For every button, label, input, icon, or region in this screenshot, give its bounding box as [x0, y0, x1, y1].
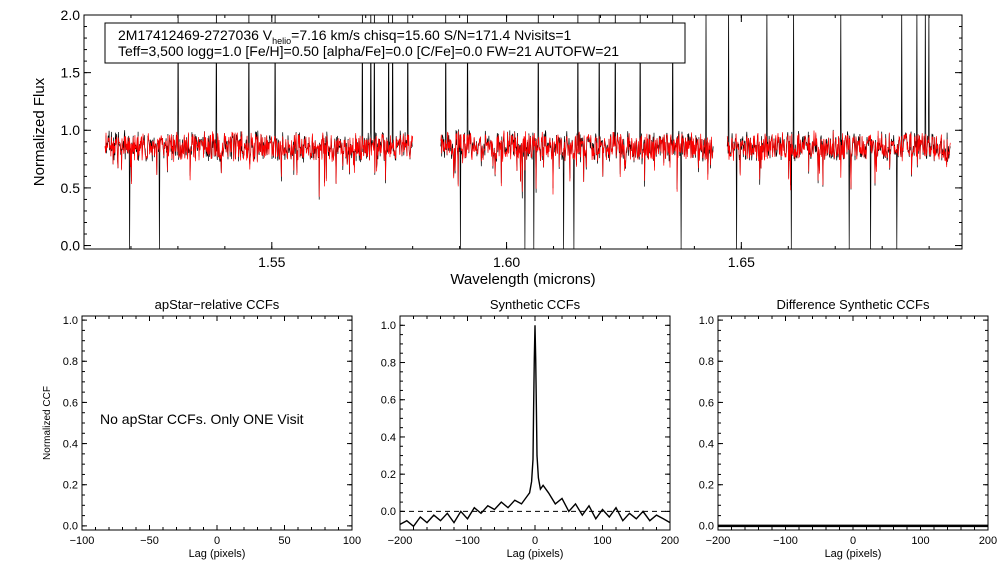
- y-tick-label: 0.8: [381, 357, 396, 369]
- x-tick-label: 100: [343, 535, 361, 547]
- spectrum-panel: 1.55 1.60 1.65 0.0 0.5 1.0 1.5 2.0 Wavelength (m…: [31, 7, 963, 288]
- y-tick-label: 0.5: [61, 180, 81, 196]
- y-tick-label: 0.8: [699, 356, 714, 368]
- x-tick-label: −200: [706, 535, 731, 547]
- y-axis-label: Normalized Flux: [31, 77, 48, 186]
- x-axis-label: Lag (pixels): [825, 548, 882, 560]
- difference-ccf-frame: [717, 315, 989, 531]
- x-axis-label: Lag (pixels): [189, 548, 246, 560]
- y-tick-label: 0.0: [61, 237, 81, 253]
- synthetic-ccf-panel: −200 −100 0 100 200 0.0 0.2 0.4 0.6 0.8 1.0 Lag (pi…: [381, 297, 679, 560]
- x-tick-label: −200: [388, 535, 413, 547]
- y-tick-label: 1.0: [61, 122, 81, 138]
- x-tick-label: 1.65: [728, 254, 755, 270]
- x-tick-label: 1.55: [258, 254, 285, 270]
- synthetic-ccf-line: [399, 325, 671, 528]
- y-tick-label: 1.0: [699, 315, 714, 327]
- x-tick-label: 200: [661, 535, 679, 547]
- y-tick-label: 0.6: [63, 397, 78, 409]
- y-tick-label: 0.2: [381, 469, 396, 481]
- y-tick-label: 0.2: [63, 480, 78, 492]
- apstar-ccf-panel: −100 −50 0 50 100 0.0 0.2 0.4 0.6 0.8 1.0 Lag (pixe…: [42, 297, 361, 560]
- y-tick-label: 0.0: [381, 506, 396, 518]
- y-tick-label: 0.4: [63, 438, 78, 450]
- y-tick-label: 0.8: [63, 356, 78, 368]
- panel-title: Synthetic CCFs: [490, 297, 581, 312]
- y-tick-label: 0.0: [699, 521, 714, 533]
- panel-title: Difference Synthetic CCFs: [777, 297, 930, 312]
- x-tick-label: 0: [850, 535, 856, 547]
- x-tick-label: −100: [70, 535, 95, 547]
- difference-ccf-panel: −200 −100 0 100 200 0.0 0.2 0.4 0.6 0.8 1.0 Lag (pi…: [699, 297, 997, 560]
- x-axis-label: Wavelength (microns): [450, 271, 595, 288]
- velocity-and-stats: =7.16 km/s chisq=15.60 S/N=171.4 Nvisits…: [291, 27, 571, 43]
- y-tick-label: 1.0: [63, 315, 78, 327]
- star-id-and-velocity-label: 2M17412469-2727036 V: [118, 27, 273, 43]
- x-tick-label: −100: [455, 535, 480, 547]
- x-tick-label: −50: [140, 535, 159, 547]
- y-tick-label: 2.0: [61, 7, 81, 23]
- x-tick-label: 0: [532, 535, 538, 547]
- x-tick-label: 100: [593, 535, 611, 547]
- y-tick-label: 1.5: [61, 65, 81, 81]
- x-tick-label: 50: [278, 535, 290, 547]
- x-tick-label: 200: [979, 535, 997, 547]
- x-tick-label: −100: [773, 535, 798, 547]
- y-tick-label: 0.4: [381, 432, 396, 444]
- x-tick-label: 100: [911, 535, 929, 547]
- velocity-subscript: helio: [272, 36, 291, 46]
- y-tick-label: 1.0: [381, 320, 396, 332]
- info-line-1: 2M17412469-2727036 Vhelio=7.16 km/s chis…: [118, 27, 572, 46]
- y-tick-label: 0.0: [63, 521, 78, 533]
- panel-title: apStar−relative CCFs: [155, 297, 280, 312]
- synthetic-spectrum-line: [104, 130, 951, 197]
- y-tick-label: 0.6: [381, 395, 396, 407]
- y-tick-label: 0.2: [699, 480, 714, 492]
- spectrum-info-box: 2M17412469-2727036 Vhelio=7.16 km/s chis…: [104, 22, 686, 64]
- y-tick-label: 0.4: [699, 438, 714, 450]
- y-tick-label: 0.6: [699, 397, 714, 409]
- x-tick-label: 1.60: [493, 254, 520, 270]
- x-tick-label: 0: [214, 535, 220, 547]
- info-box-frame: [104, 22, 686, 64]
- x-axis-label: Lag (pixels): [507, 548, 564, 560]
- y-axis-label: Normalized CCF: [42, 386, 53, 460]
- info-line-2: Teff=3,500 logg=1.0 [Fe/H]=0.50 [alpha/F…: [118, 43, 619, 59]
- spectrum-frame: [83, 14, 963, 250]
- no-ccf-annotation: No apStar CCFs. Only ONE Visit: [100, 411, 304, 427]
